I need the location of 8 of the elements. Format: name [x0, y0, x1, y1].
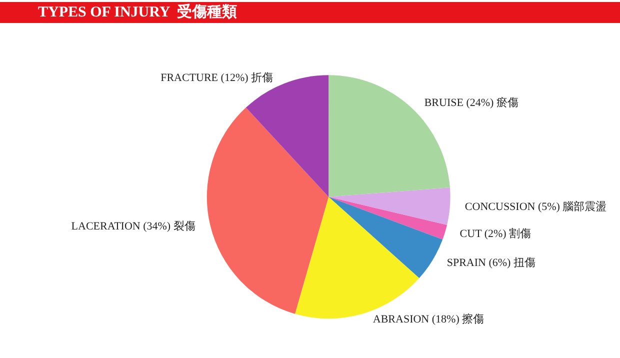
- chart-title: TYPES OF INJURY 受傷種類: [38, 4, 238, 20]
- slice-label: SPRAIN (6%) 扭傷: [446, 257, 536, 270]
- slice-label: CUT (2%) 割傷: [460, 227, 532, 240]
- slice-label: FRACTURE (12%) 折傷: [160, 72, 274, 84]
- slice-label: ABRASION (18%) 擦傷: [372, 312, 484, 326]
- slice-label: LACERATION (34%) 裂傷: [71, 220, 196, 232]
- slice-label: CONCUSSION (5%) 腦部震盪: [464, 200, 607, 213]
- slice-label: BRUISE (24%) 瘀傷: [424, 96, 518, 110]
